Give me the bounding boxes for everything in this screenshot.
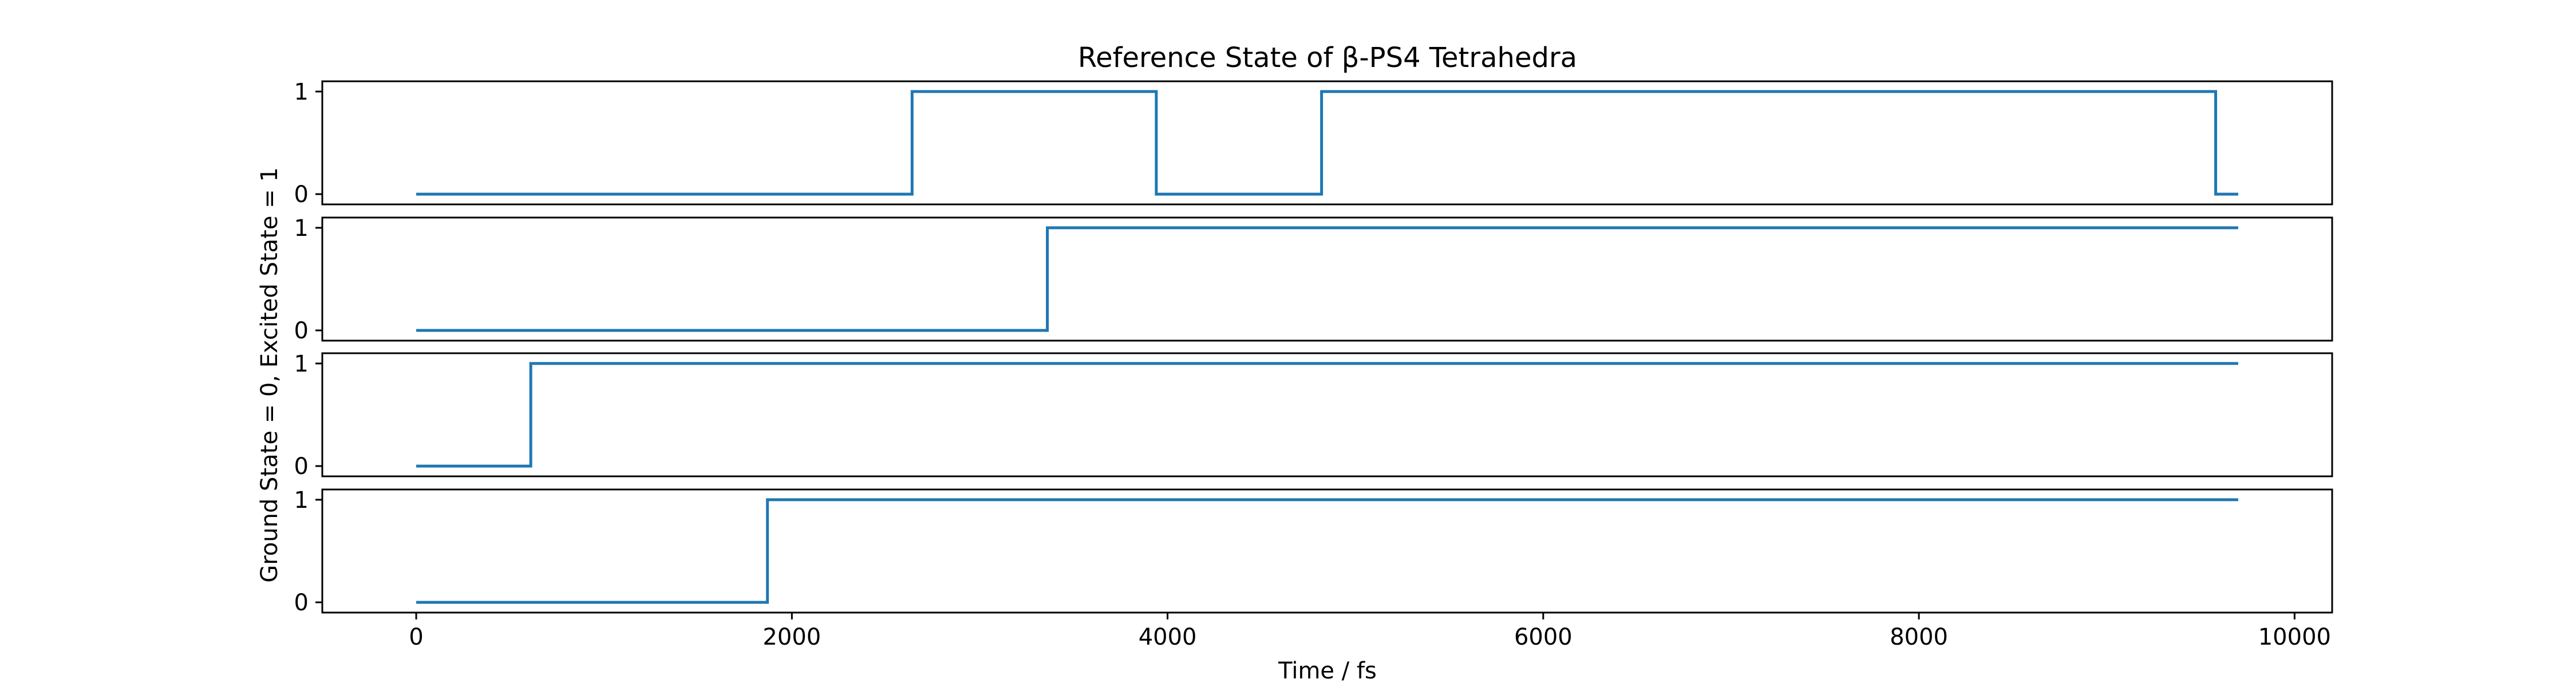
y-tick-label: 1 bbox=[294, 487, 309, 514]
y-tick-label: 1 bbox=[294, 79, 309, 105]
y-tick-label: 0 bbox=[294, 181, 309, 208]
series-line bbox=[416, 90, 2238, 196]
x-tick-label: 2000 bbox=[762, 624, 821, 650]
x-tick-label: 0 bbox=[409, 624, 423, 650]
panel-1: 01 bbox=[294, 79, 2333, 208]
y-tick-label: 1 bbox=[294, 215, 309, 242]
x-tick-label: 8000 bbox=[1890, 624, 1948, 650]
y-tick-label: 0 bbox=[294, 318, 309, 344]
series-line bbox=[416, 226, 2238, 332]
y-tick-label: 0 bbox=[294, 453, 309, 480]
plot-frame bbox=[321, 352, 2333, 477]
plot-frame bbox=[321, 80, 2333, 206]
panel-3: 01 bbox=[294, 351, 2333, 480]
x-tick-label: 10000 bbox=[2258, 624, 2331, 650]
x-tick-label: 4000 bbox=[1139, 624, 1197, 650]
plot-frame bbox=[321, 488, 2333, 614]
plot-frame bbox=[321, 216, 2333, 342]
series-line bbox=[416, 498, 2238, 604]
x-tick-label: 6000 bbox=[1514, 624, 1573, 650]
y-tick-label: 1 bbox=[294, 351, 309, 377]
y-tick-label: 0 bbox=[294, 590, 309, 616]
series-line bbox=[416, 362, 2238, 468]
x-axis-label: Time / fs bbox=[1278, 658, 1377, 684]
panel-4: 0 1 0 2000 4000 6000 8000 10000 bbox=[294, 487, 2333, 650]
y-axis-label: Ground State = 0, Excited State = 1 bbox=[256, 167, 283, 583]
chart-title: Reference State of β-PS4 Tetrahedra bbox=[1078, 42, 1577, 74]
panel-2: 01 bbox=[294, 215, 2333, 344]
